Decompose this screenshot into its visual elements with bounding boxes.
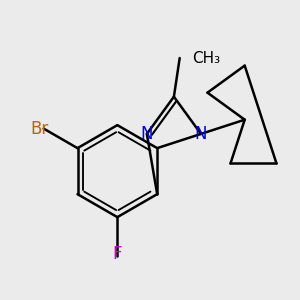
Text: F: F [112,245,122,263]
Text: CH₃: CH₃ [193,50,221,65]
Text: N: N [141,125,153,143]
Text: Br: Br [31,120,49,138]
Text: N: N [195,125,207,143]
